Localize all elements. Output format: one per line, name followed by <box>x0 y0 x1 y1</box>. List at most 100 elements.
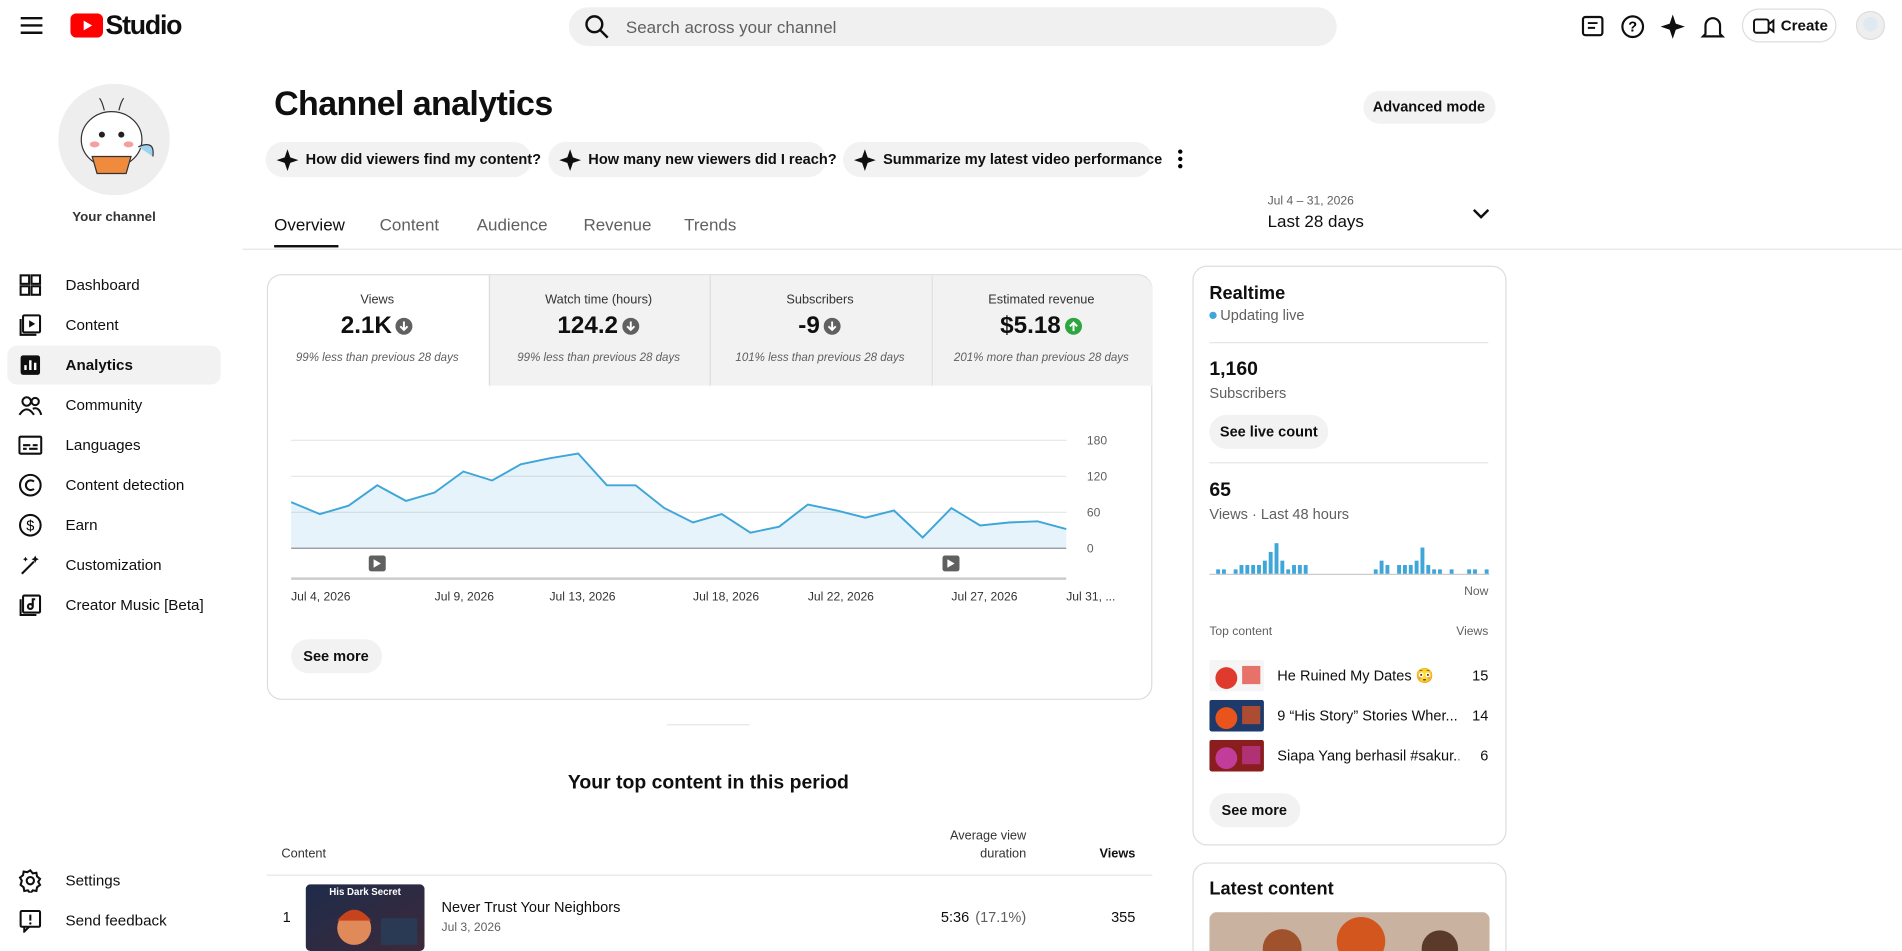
metric-comparison: 101% less than previous 28 days <box>735 351 905 365</box>
metric-tile[interactable] <box>709 275 931 386</box>
bar <box>1402 565 1407 574</box>
create-icon <box>1753 18 1775 34</box>
latest-content-card <box>1192 862 1507 951</box>
nav-item[interactable]: Send feedback <box>65 912 167 930</box>
nav-item[interactable]: Content detection <box>65 476 185 494</box>
nav-item[interactable]: Customization <box>65 556 162 574</box>
video-thumbnail[interactable] <box>1209 659 1264 692</box>
nav-item[interactable]: Creator Music [Beta] <box>65 596 204 614</box>
nav-item[interactable]: Dashboard <box>65 276 140 294</box>
bar <box>1239 565 1244 574</box>
overview-card <box>266 274 1153 700</box>
latest-thumbnail[interactable] <box>1209 912 1490 951</box>
nav-item[interactable]: Analytics <box>65 356 133 374</box>
prompt-chip[interactable] <box>265 141 532 178</box>
metric-label: Estimated revenue <box>988 292 1095 307</box>
subscriber-count: 1,160 <box>1209 359 1258 380</box>
video-marker[interactable] <box>368 555 386 572</box>
tab[interactable]: Revenue <box>583 214 652 235</box>
bar <box>1432 569 1437 574</box>
logo[interactable]: Studio <box>105 9 183 41</box>
more-button[interactable] <box>1174 148 1186 170</box>
see-more-label: See more <box>303 647 369 665</box>
video-title[interactable]: He Ruined My Dates 😳 <box>1277 667 1434 685</box>
nav-item[interactable]: Content <box>65 316 119 334</box>
icon <box>395 317 413 335</box>
bar <box>1274 543 1279 574</box>
search-box[interactable] <box>568 7 1337 47</box>
tab[interactable]: Audience <box>476 214 548 235</box>
bar <box>1257 565 1261 574</box>
video-title[interactable]: Never Trust Your Neighbors <box>441 898 621 916</box>
column-header: Content <box>281 846 327 862</box>
svg-text:?: ? <box>1628 20 1637 36</box>
metric-tile[interactable] <box>488 275 710 386</box>
bar <box>1449 569 1454 574</box>
rank: 1 <box>282 908 291 926</box>
see-more-button[interactable] <box>1209 793 1301 828</box>
see-more-label: See more <box>1221 801 1288 819</box>
metric-tile[interactable] <box>268 275 489 386</box>
bar <box>1251 565 1256 574</box>
icon: $ <box>18 513 42 537</box>
tab[interactable]: Trends <box>684 214 737 235</box>
views-column: Views <box>1456 625 1489 639</box>
see-more-button[interactable] <box>291 639 383 674</box>
video-thumbnail[interactable]: His Dark Secret <box>305 884 425 951</box>
prompt-label: How did viewers find my content? <box>305 150 542 168</box>
metric-tile[interactable] <box>930 275 1153 386</box>
period[interactable]: Last 28 days <box>1267 211 1364 231</box>
video-marker[interactable] <box>942 555 960 572</box>
menu-button[interactable] <box>20 16 43 35</box>
channel-avatar[interactable] <box>58 83 170 196</box>
bar <box>1286 569 1291 574</box>
bar <box>1373 569 1378 574</box>
nav-item[interactable]: Earn <box>65 516 98 534</box>
avg-duration: 5:36 <box>940 908 970 926</box>
bar <box>1379 560 1384 574</box>
account-avatar[interactable] <box>1855 10 1886 41</box>
advanced-mode-button[interactable] <box>1363 90 1496 124</box>
divider <box>1209 342 1489 344</box>
latest-content-title: Latest content <box>1209 878 1334 900</box>
video-title[interactable]: Siapa Yang berhasil #sakur... <box>1277 747 1460 765</box>
icon <box>1064 317 1082 335</box>
nav-item[interactable]: Languages <box>65 436 141 454</box>
bar <box>1484 569 1489 574</box>
realtime-title: Realtime <box>1209 283 1286 304</box>
x-tick-label: Jul 4, 2026 <box>291 589 351 603</box>
metric-comparison: 99% less than previous 28 days <box>295 351 459 365</box>
column-header[interactable]: Views <box>1099 846 1136 862</box>
y-tick-label: 180 <box>1087 434 1107 448</box>
video-thumbnail[interactable] <box>1209 699 1264 732</box>
channel-label[interactable]: Your channel <box>72 209 156 225</box>
top-content-label: Top content <box>1209 625 1273 639</box>
tab[interactable]: Overview <box>274 214 345 235</box>
prompt-chip[interactable] <box>843 141 1153 178</box>
avg-percent: (17.1%) <box>975 908 1027 926</box>
create-button[interactable] <box>1741 8 1837 43</box>
bar <box>1385 565 1390 574</box>
nav-item[interactable]: Community <box>65 396 143 414</box>
header-icons[interactable]: ? <box>1579 13 1729 40</box>
icon <box>19 314 42 336</box>
bar <box>1438 569 1442 574</box>
x-tick-label: Jul 22, 2026 <box>808 589 874 603</box>
icon <box>559 149 582 172</box>
live-status: Updating live <box>1220 306 1305 324</box>
nav-item[interactable]: Settings <box>65 872 121 890</box>
page-title: Channel analytics <box>274 84 553 123</box>
icon <box>823 317 841 335</box>
prompt-label: How many new viewers did I reach? <box>588 150 837 168</box>
video-views: 14 <box>1472 707 1489 725</box>
icon <box>276 149 299 172</box>
video-title[interactable]: 9 “His Story” Stories Wher... <box>1277 707 1458 725</box>
bar <box>1268 551 1273 574</box>
period-dropdown[interactable] <box>1472 208 1490 220</box>
video-thumbnail[interactable] <box>1209 739 1264 772</box>
prompt-chip[interactable] <box>548 141 827 178</box>
see-live-count-button[interactable] <box>1209 414 1329 449</box>
icon <box>18 473 42 497</box>
tab[interactable]: Content <box>379 214 440 235</box>
